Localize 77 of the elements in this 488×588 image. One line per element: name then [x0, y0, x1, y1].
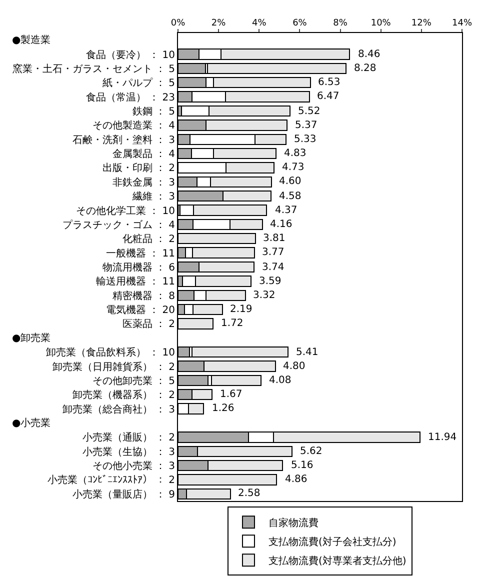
- total-label: 5.16: [291, 460, 314, 471]
- y-tick-label: 卸売業（機器系） ： 2: [72, 389, 175, 402]
- total-label: 8.28: [354, 63, 376, 74]
- y-tick-label: 小売業（ｺﾝﾋﾞﾆｴﾝｽｽﾄｱ） ： 2: [47, 474, 175, 486]
- x-tick-label: 10%: [370, 18, 392, 28]
- total-label: 5.62: [300, 446, 322, 457]
- total-label: 4.83: [284, 148, 306, 159]
- total-label: 4.73: [282, 162, 304, 173]
- y-tick-label: 窯業・土石・ガラス・セメント ： 5: [12, 62, 175, 75]
- total-label: 4.86: [285, 474, 308, 485]
- y-tick-label: 電気機器 ： 20: [106, 304, 175, 316]
- legend-label: 支払物流費(対子会社支払分): [268, 536, 396, 548]
- total-label: 3.59: [259, 276, 282, 287]
- y-tick-label: 石鹸・洗剤・塗料 ： 3: [72, 134, 175, 146]
- y-tick-label: 卸売業（総合商社） ： 3: [62, 403, 175, 416]
- y-tick-label: その他小売業 ： 3: [92, 460, 175, 472]
- total-label: 3.74: [262, 262, 284, 273]
- total-label: 2.19: [230, 304, 252, 315]
- y-tick-label: 医薬品 ： 2: [122, 318, 175, 330]
- x-tick-label: 14%: [452, 18, 472, 28]
- text: ●卸売業: [12, 332, 51, 344]
- bar: [210, 374, 262, 386]
- total-label: 4.58: [279, 191, 302, 202]
- total-label: 4.60: [279, 176, 302, 187]
- y-tick-label: その他製造業 ： 4: [92, 120, 175, 132]
- y-tick-label: 小売業（量販店） ： 9: [72, 488, 175, 500]
- total-label: 5.37: [295, 120, 318, 131]
- y-tick-label: 化粧品 ： 2: [122, 233, 175, 246]
- total-label: 4.37: [275, 205, 298, 216]
- total-label: 3.77: [262, 247, 284, 258]
- legend-label: 支払物流費(対専業者支払分他): [268, 555, 406, 568]
- total-label: 6.47: [317, 91, 340, 102]
- y-tick-label: その他卸売業 ： 5: [92, 374, 175, 387]
- total-label: 6.53: [318, 77, 340, 88]
- y-tick-label: 小売業（生協） ： 3: [82, 446, 175, 458]
- x-tick-label: 12%: [411, 18, 432, 28]
- y-tick-label: 紙・パルプ ： 5: [102, 77, 175, 90]
- total-label: 1.67: [220, 389, 242, 400]
- y-tick-label: 金属製品 ： 4: [112, 148, 175, 160]
- total-label: 1.72: [221, 318, 244, 329]
- y-tick-label: プラスチック・ゴム ： 4: [62, 218, 175, 231]
- y-tick-label: 卸売業（日用雑貨系） ： 2: [52, 360, 175, 373]
- total-label: 5.33: [294, 134, 316, 145]
- total-label: 5.41: [296, 347, 318, 358]
- y-tick-label: 繊維 ： 3: [131, 190, 175, 203]
- text: ●小売業: [12, 417, 51, 429]
- x-tick-label: 0%: [170, 18, 186, 28]
- legend-label: 自家物流費: [268, 517, 318, 530]
- x-tick-label: 4%: [252, 18, 267, 28]
- total-label: 3.32: [253, 290, 276, 301]
- y-tick-label: その他化学工業 ： 10: [76, 204, 175, 217]
- total-label: 4.80: [283, 361, 306, 372]
- y-tick-label: 輸送用機器 ： 11: [96, 276, 175, 288]
- total-label: 2.58: [238, 488, 260, 499]
- total-label: 5.52: [298, 106, 320, 117]
- y-tick-label: 一般機器 ： 11: [106, 247, 175, 260]
- text: ●製造業: [12, 34, 51, 46]
- x-tick-label: 6%: [292, 18, 308, 28]
- y-tick-label: 出版・印刷 ： 2: [102, 162, 175, 174]
- y-tick-label: 卸売業（食品飲料系） ： 10: [46, 346, 175, 359]
- y-tick-label: 精密機器 ： 8: [112, 290, 175, 302]
- bar: [192, 346, 288, 358]
- total-label: 11.94: [428, 432, 457, 443]
- y-tick-label: 鉄鋼 ： 5: [132, 106, 175, 118]
- bar: [207, 62, 346, 74]
- total-label: 3.81: [263, 233, 286, 244]
- total-label: 4.16: [270, 219, 292, 230]
- x-tick-label: 8%: [333, 18, 348, 28]
- y-tick-label: 物流用機器 ： 6: [102, 262, 175, 274]
- total-label: 1.26: [212, 403, 234, 414]
- y-tick-label: 小売業（通販） ： 2: [82, 432, 175, 444]
- y-tick-label: 食品（要冷） ： 10: [86, 48, 175, 61]
- total-label: 4.08: [269, 375, 292, 386]
- y-tick-label: 非鉄金属 ： 3: [112, 176, 175, 188]
- y-tick-label: 食品（常温） ： 23: [86, 91, 175, 104]
- x-tick-label: 2%: [211, 18, 226, 28]
- total-label: 8.46: [358, 49, 380, 60]
